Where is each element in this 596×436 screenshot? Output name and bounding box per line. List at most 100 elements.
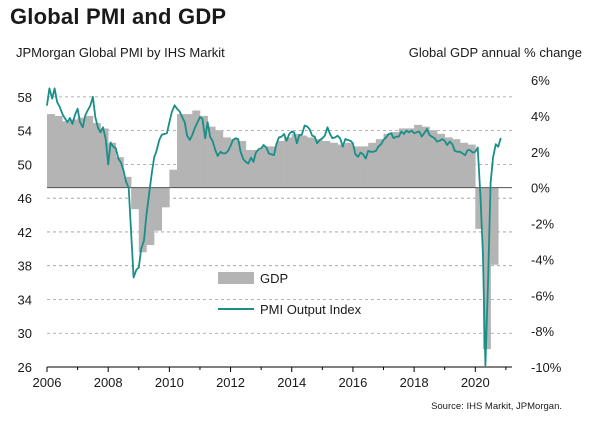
gdp-bar xyxy=(322,140,331,188)
pmi-point xyxy=(467,149,469,151)
pmi-point xyxy=(207,121,209,123)
gdp-bar xyxy=(284,137,293,188)
pmi-point xyxy=(110,141,112,144)
pmi-point xyxy=(365,157,367,160)
pmi-point xyxy=(411,130,413,132)
pmi-point xyxy=(380,143,382,145)
pmi-point xyxy=(413,132,415,134)
gdp-bar xyxy=(360,146,369,188)
pmi-point xyxy=(199,116,201,118)
legend-pmi-label: PMI Output Index xyxy=(260,302,362,317)
pmi-point xyxy=(135,269,137,271)
pmi-point xyxy=(436,141,438,143)
x-tick-label: 2010 xyxy=(155,375,184,390)
pmi-point xyxy=(61,113,63,115)
pmi-point xyxy=(194,127,196,129)
pmi-point xyxy=(48,87,51,90)
pmi-point xyxy=(235,137,237,139)
pmi-point xyxy=(196,121,199,123)
pmi-point xyxy=(201,118,204,120)
legend-gdp-swatch xyxy=(218,272,254,284)
gdp-bar xyxy=(307,137,315,188)
pmi-point xyxy=(125,180,127,182)
pmi-point xyxy=(388,133,390,135)
pmi-point xyxy=(265,146,267,149)
pmi-point xyxy=(446,144,448,146)
pmi-point xyxy=(492,157,494,159)
gdp-bar xyxy=(490,187,499,265)
pmi-point xyxy=(69,117,71,119)
pmi-point xyxy=(74,114,76,116)
right-axis-subtitle: Global GDP annual % change xyxy=(408,45,582,60)
pmi-point xyxy=(54,87,56,90)
y-left-tick-label: 42 xyxy=(18,225,32,240)
pmi-point xyxy=(258,148,260,150)
gdp-bar xyxy=(429,130,438,188)
pmi-point xyxy=(408,131,410,133)
pmi-point xyxy=(184,121,186,123)
pmi-point xyxy=(212,141,214,143)
pmi-point xyxy=(268,152,270,155)
gdp-bar xyxy=(475,187,484,229)
pmi-point xyxy=(99,131,102,133)
pmi-point xyxy=(342,146,344,148)
pmi-point xyxy=(367,150,369,152)
gdp-bar xyxy=(169,169,178,188)
y-left-tick-label: 54 xyxy=(18,124,32,139)
y-right-tick-label: 4% xyxy=(531,109,550,124)
gdp-bar xyxy=(414,124,423,188)
gdp-bar xyxy=(123,176,132,188)
gdp-bar xyxy=(268,146,277,188)
x-tick-label: 2018 xyxy=(400,375,429,390)
pmi-point xyxy=(115,147,117,149)
pmi-point xyxy=(232,139,234,141)
pmi-point xyxy=(46,104,48,106)
gdp-bar xyxy=(276,140,285,188)
pmi-point xyxy=(163,133,165,135)
left-axis-subtitle: JPMorgan Global PMI by IHS Markit xyxy=(16,45,225,60)
pmi-point xyxy=(469,149,471,151)
pmi-point xyxy=(97,127,99,129)
pmi-point xyxy=(293,131,295,133)
pmi-point xyxy=(186,135,188,137)
pmi-point xyxy=(334,136,336,138)
gdp-bar xyxy=(85,115,94,188)
gdp-bar xyxy=(184,114,193,188)
pmi-point xyxy=(275,143,278,145)
pmi-point xyxy=(482,253,484,255)
pmi-point xyxy=(252,161,255,163)
y-left-tick-label: 46 xyxy=(18,191,32,206)
pmi-point xyxy=(158,139,160,141)
gdp-bar xyxy=(47,114,55,188)
pmi-point xyxy=(168,121,170,123)
pmi-point xyxy=(94,116,96,118)
pmi-point xyxy=(459,151,461,153)
gdp-bar xyxy=(207,126,216,188)
gdp-bar xyxy=(69,119,78,188)
pmi-point xyxy=(189,139,191,141)
pmi-point xyxy=(209,135,211,138)
y-left-tick-label: 58 xyxy=(18,90,32,105)
pmi-point xyxy=(178,110,181,112)
pmi-point xyxy=(449,141,451,143)
pmi-point xyxy=(155,150,158,152)
gdp-bar xyxy=(329,142,338,188)
pmi-point xyxy=(112,146,114,148)
pmi-point xyxy=(500,137,502,139)
pmi-point xyxy=(176,108,178,110)
legend-gdp-label: GDP xyxy=(260,271,288,286)
pmi-point xyxy=(324,135,326,137)
pmi-point xyxy=(477,146,479,149)
gdp-bar xyxy=(131,187,140,210)
gdp-bars xyxy=(47,110,499,350)
pmi-point xyxy=(270,153,272,155)
pmi-point xyxy=(303,124,306,127)
pmi-point xyxy=(273,154,275,156)
pmi-point xyxy=(66,121,69,123)
pmi-point xyxy=(398,135,400,138)
gdp-bar xyxy=(54,115,63,188)
pmi-point xyxy=(237,138,239,140)
gdp-bar xyxy=(154,187,163,231)
gdp-bar xyxy=(161,187,170,208)
